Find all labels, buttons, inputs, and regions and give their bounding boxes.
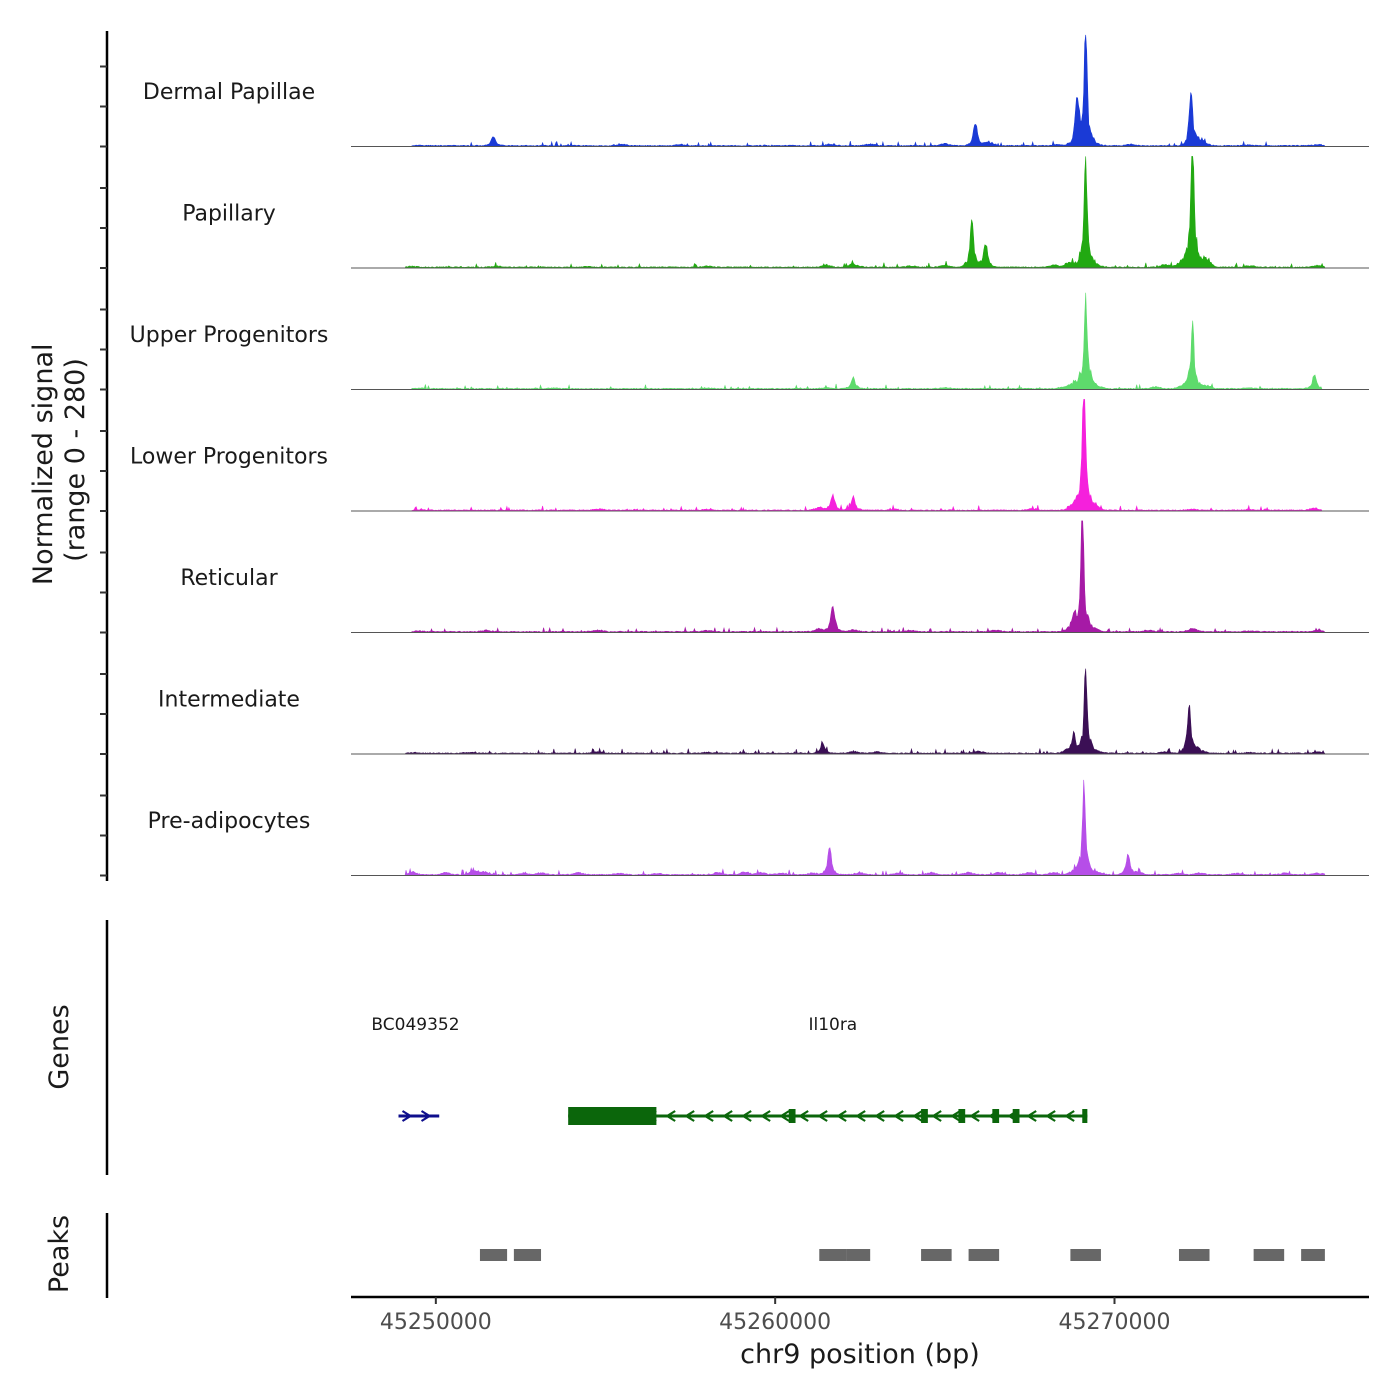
x-tick-label: 45260000 — [719, 1310, 831, 1335]
y-axis-title: Normalized signal (range 0 - 280) — [28, 335, 91, 585]
signal-area — [351, 779, 1369, 876]
strand-chevron — [931, 1110, 942, 1122]
signal-area — [351, 292, 1369, 390]
signal-track: Lower Progenitors — [130, 399, 1369, 512]
signal-track: Dermal Papillae — [143, 34, 1369, 147]
strand-chevron — [817, 1110, 828, 1122]
y-axis-title-line2: (range 0 - 280) — [60, 358, 91, 562]
exon — [1012, 1109, 1020, 1123]
peak-region — [846, 1249, 871, 1261]
exon — [921, 1109, 928, 1123]
strand-chevron — [779, 1110, 790, 1122]
strand-chevron — [741, 1110, 752, 1122]
peak-region — [1178, 1249, 1210, 1261]
gene: BC049352 — [371, 1015, 460, 1122]
peak-region — [1070, 1249, 1101, 1261]
exon — [568, 1107, 657, 1125]
strand-chevron — [969, 1110, 980, 1122]
signal-area — [351, 156, 1369, 269]
track-label: Intermediate — [158, 688, 300, 713]
exon — [788, 1109, 796, 1123]
strand-chevron — [836, 1110, 847, 1122]
y-axis-title-line1: Normalized signal — [28, 344, 59, 586]
genes-track: BC049352 Il10ra — [371, 1015, 1088, 1125]
peak-region — [921, 1249, 952, 1261]
x-tick-label: 45270000 — [1059, 1310, 1171, 1335]
x-tick-label: 45250000 — [380, 1310, 492, 1335]
signal-tracks: Dermal Papillae Papillary Upper Progenitor… — [130, 34, 1369, 876]
strand-chevron — [950, 1110, 961, 1122]
exon — [1082, 1109, 1088, 1123]
track-label: Papillary — [182, 202, 276, 227]
track-label: Lower Progenitors — [130, 445, 328, 470]
peak-region — [1301, 1249, 1325, 1261]
strand-chevron — [760, 1110, 771, 1122]
exon — [958, 1109, 966, 1123]
signal-track: Intermediate — [158, 668, 1369, 755]
peaks-track — [479, 1249, 1325, 1261]
peaks-panel-title: Peaks — [44, 1215, 75, 1293]
strand-chevron — [1026, 1110, 1037, 1122]
signal-area — [351, 520, 1369, 633]
x-axis-title: chr9 position (bp) — [740, 1339, 980, 1370]
signal-track: Pre-adipocytes — [148, 779, 1369, 876]
signal-area — [351, 668, 1369, 755]
peak-region — [1253, 1249, 1285, 1261]
x-axis-ticks: 45250000 45260000 45270000 — [380, 1297, 1171, 1335]
strand-chevron — [855, 1110, 866, 1122]
strand-chevron — [874, 1110, 885, 1122]
gene-label: BC049352 — [371, 1015, 459, 1035]
strand-chevron — [684, 1110, 695, 1122]
strand-chevron — [893, 1110, 904, 1122]
genes-panel-title: Genes — [44, 1004, 75, 1089]
peak-region — [513, 1249, 542, 1261]
strand-chevron — [420, 1110, 432, 1122]
peak-region — [968, 1249, 1000, 1261]
track-label: Upper Progenitors — [130, 323, 329, 348]
strand-chevron — [1045, 1110, 1056, 1122]
strand-chevron — [703, 1110, 714, 1122]
track-label: Reticular — [180, 566, 278, 591]
signal-track: Upper Progenitors — [130, 292, 1369, 390]
peak-region — [479, 1249, 508, 1261]
strand-chevron — [798, 1110, 809, 1122]
track-label: Pre-adipocytes — [148, 809, 311, 834]
strand-chevron — [912, 1110, 923, 1122]
strand-chevron — [1064, 1110, 1075, 1122]
signal-y-ticks — [100, 65, 107, 877]
signal-area — [351, 34, 1369, 147]
track-label: Dermal Papillae — [143, 80, 315, 105]
gene-label: Il10ra — [808, 1015, 857, 1035]
strand-chevron — [722, 1110, 733, 1122]
gene: Il10ra — [568, 1015, 1088, 1125]
signal-area — [351, 399, 1369, 512]
strand-chevron — [401, 1110, 413, 1122]
exon — [992, 1109, 1000, 1123]
signal-track: Reticular — [180, 520, 1369, 633]
signal-track: Papillary — [182, 156, 1369, 269]
peak-region — [819, 1249, 847, 1261]
strand-chevron — [665, 1110, 676, 1122]
